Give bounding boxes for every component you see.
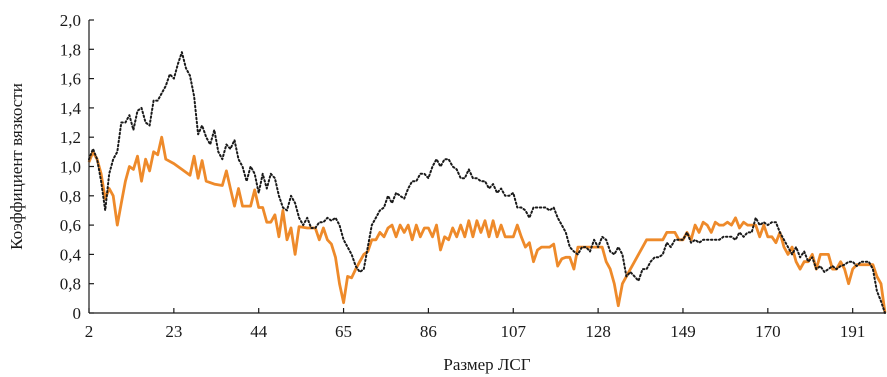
y-axis-title: Коэффициент вязкости [7, 83, 26, 250]
ticks: 0 0,8 0,4 0,6 0,8 1,0 1,2 1,4 1,6 1,8 2,0 2 23 44 65 86… [60, 11, 866, 341]
series-line-dotted [88, 51, 886, 314]
y-tick-label: 0,8 [60, 187, 81, 206]
x-tick-label: 149 [670, 322, 696, 341]
y-tick-label: 1,2 [60, 128, 81, 147]
y-tick-label: 0 [73, 304, 82, 323]
axes [88, 20, 885, 314]
y-tick-label: 1,0 [60, 158, 81, 177]
x-tick-label: 86 [420, 322, 437, 341]
x-tick-label: 191 [840, 322, 866, 341]
y-tick-label: 0,4 [60, 245, 82, 264]
y-tick-label: 0,6 [60, 216, 81, 235]
x-tick-label: 128 [585, 322, 611, 341]
y-tick-label: 1,8 [60, 40, 81, 59]
x-tick-label: 170 [755, 322, 781, 341]
x-tick-label: 65 [335, 322, 352, 341]
series-layer [87, 51, 887, 314]
y-tick-label: 1,6 [60, 70, 81, 89]
x-tick-label: 2 [85, 322, 94, 341]
y-tick-label: 1,4 [60, 99, 82, 118]
x-axis-title: Размер ЛСГ [443, 355, 530, 374]
series-line-solid [87, 135, 887, 314]
x-tick-label: 23 [165, 322, 182, 341]
y-tick-label: 2,0 [60, 11, 81, 30]
x-tick-label: 44 [250, 322, 268, 341]
x-tick-label: 107 [501, 322, 527, 341]
y-tick-label: 0,8 [60, 275, 81, 294]
